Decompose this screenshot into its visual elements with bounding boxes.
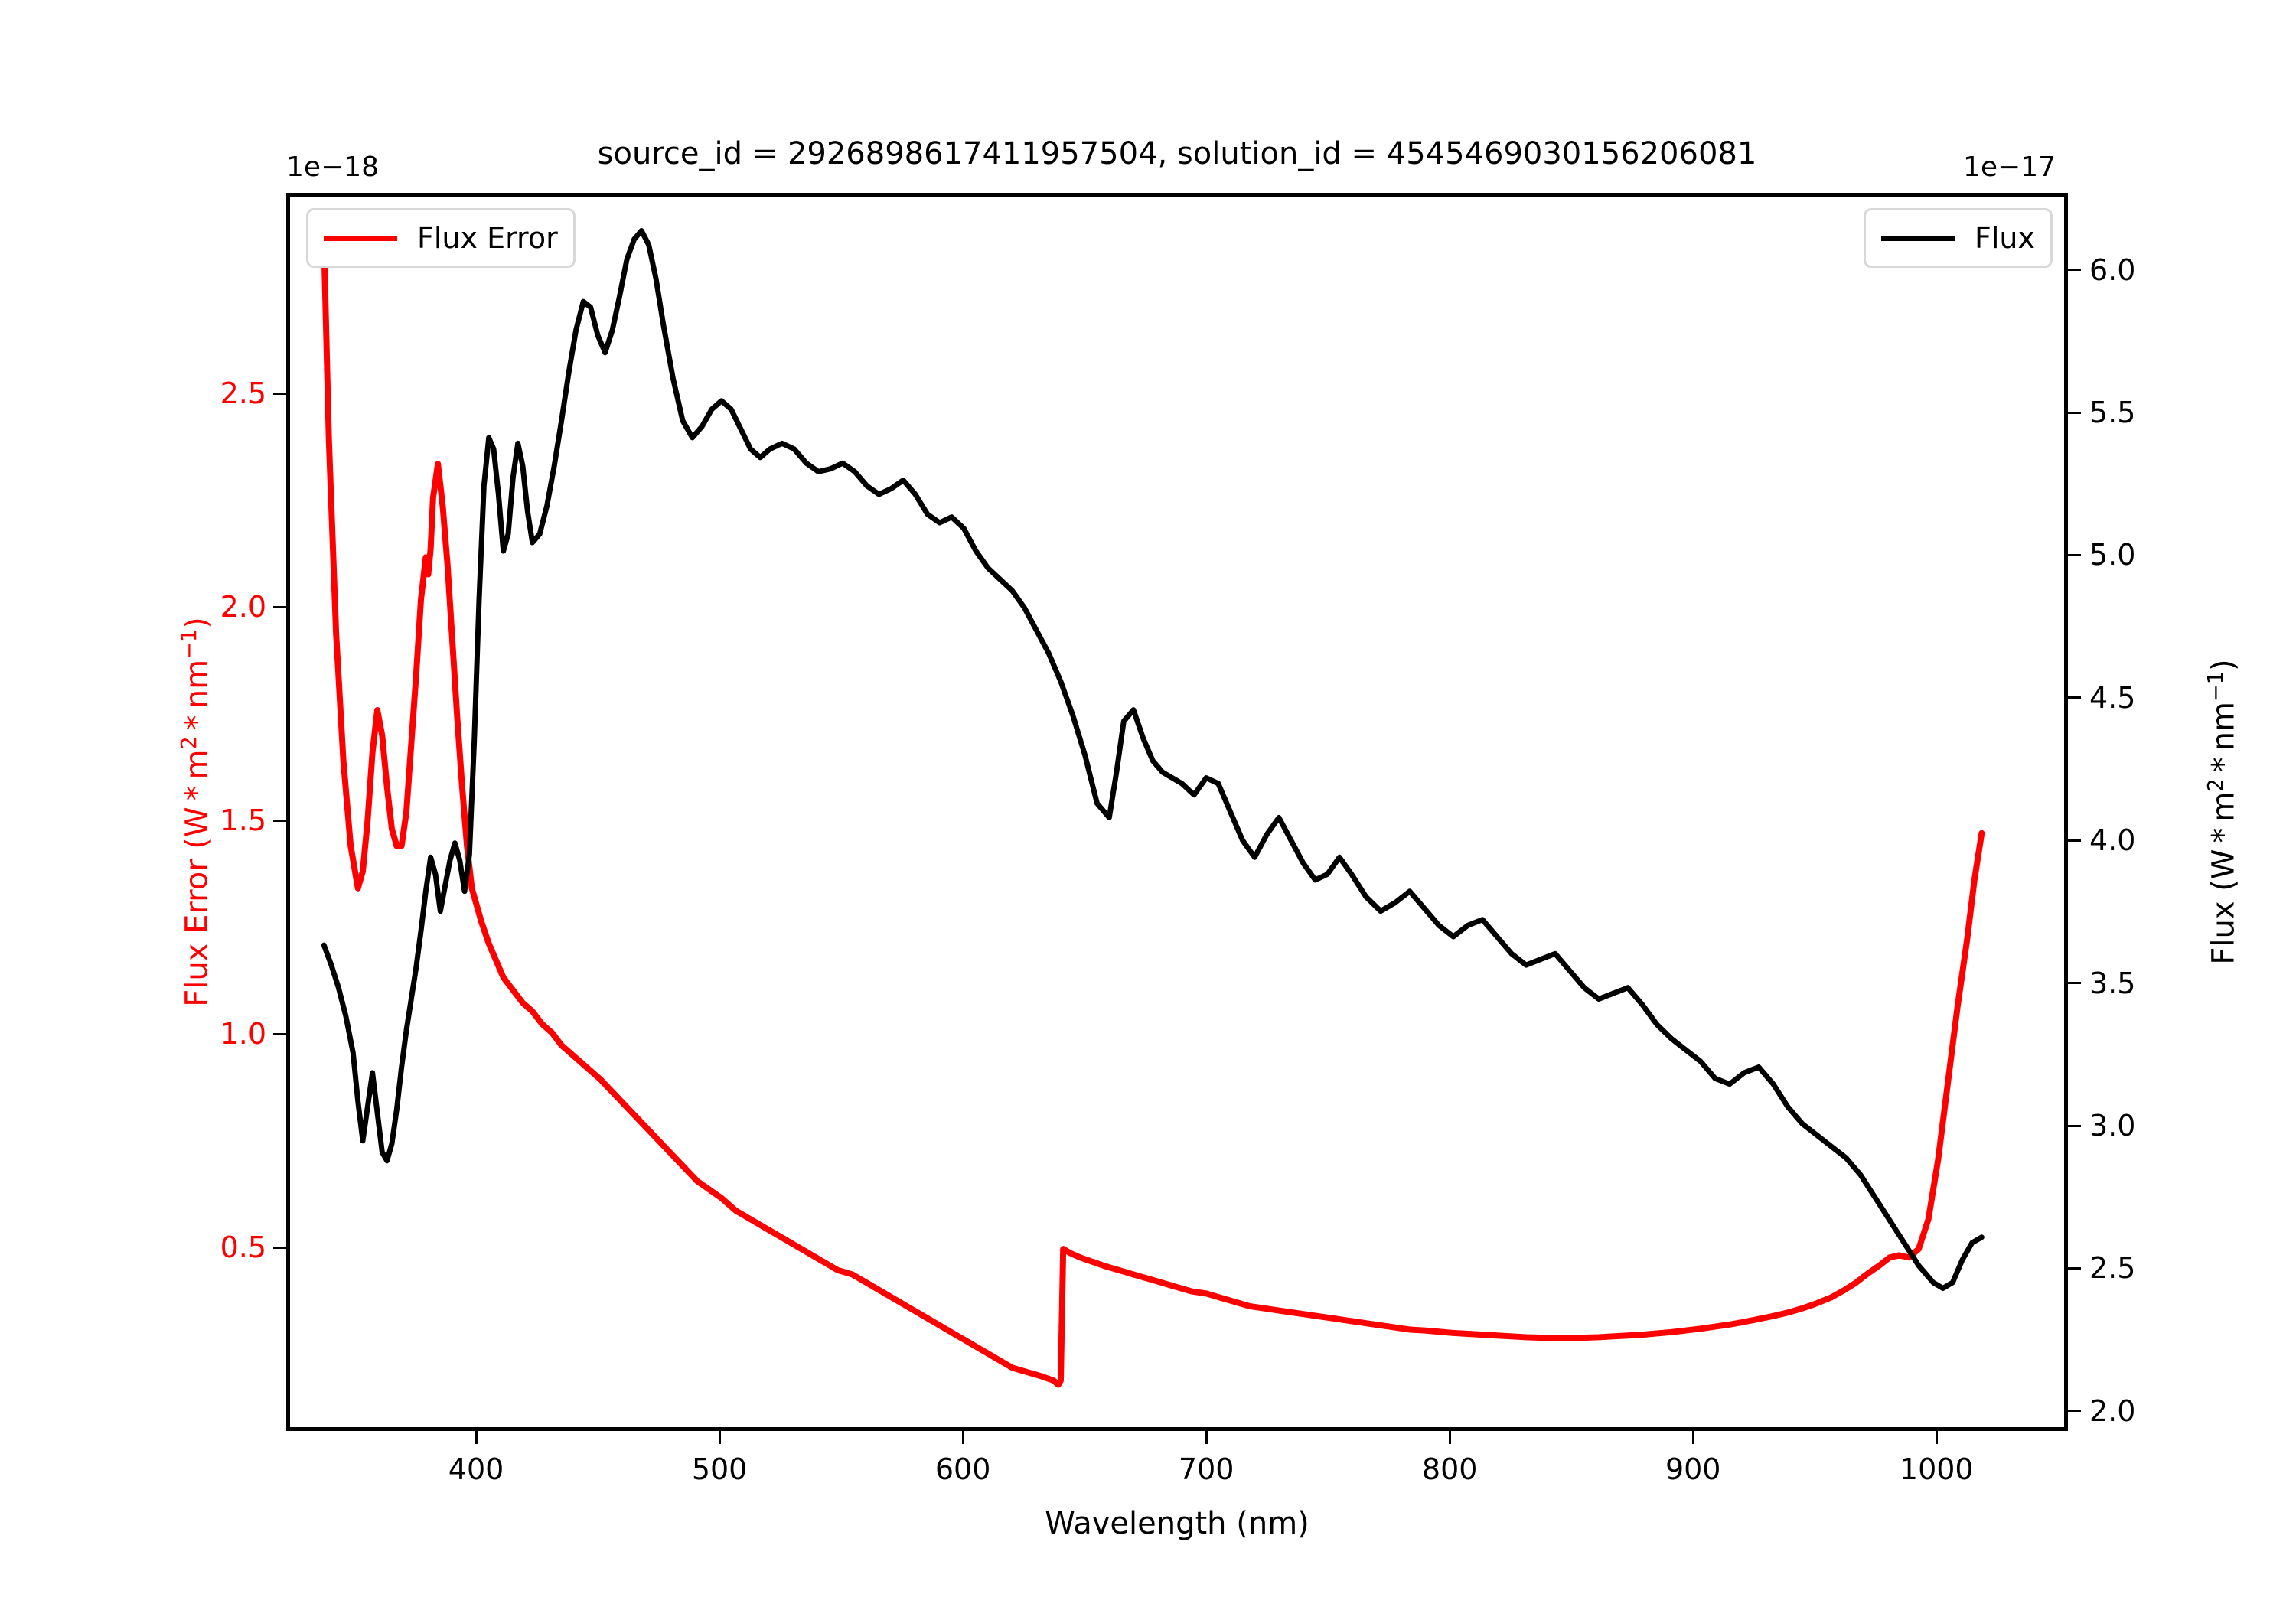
right-y-tick-3.5: [2068, 982, 2081, 985]
legend-label-flux-error: Flux Error: [417, 221, 558, 255]
right-y-ticklabel-5.5: 5.5: [2089, 396, 2136, 430]
x-ticklabel-400: 400: [448, 1452, 504, 1486]
x-ticklabel-1000: 1000: [1899, 1452, 1974, 1486]
right-axis-offset-label: 1e−17: [1963, 152, 2056, 183]
legend-line-icon-flux: [1881, 235, 1955, 241]
page-title: source_id = 2926898617411957504, solutio…: [597, 136, 1757, 171]
x-tick-1000: [1935, 1431, 1938, 1444]
x-tick-600: [961, 1431, 964, 1444]
left-y-ticklabel-1.0: 1.0: [220, 1017, 266, 1051]
x-ticklabel-700: 700: [1178, 1452, 1234, 1486]
right-y-tick-5.0: [2068, 553, 2081, 556]
left-y-tick-2.5: [273, 392, 286, 395]
x-ticklabel-900: 900: [1665, 1452, 1721, 1486]
flux-line: [321, 227, 1985, 1291]
legend-flux-error[interactable]: Flux Error: [306, 208, 576, 268]
x-tick-900: [1691, 1431, 1694, 1444]
right-y-tick-4.0: [2068, 839, 2081, 842]
right-y-ticklabel-4.0: 4.0: [2089, 823, 2136, 858]
right-y-ticklabel-3.0: 3.0: [2089, 1109, 2136, 1143]
left-y-ticklabel-1.5: 1.5: [220, 804, 266, 838]
legend-flux[interactable]: Flux: [1864, 208, 2053, 268]
x-tick-800: [1448, 1431, 1451, 1444]
right-y-tick-4.5: [2068, 696, 2081, 699]
left-y-tick-2.0: [273, 605, 286, 608]
right-y-tick-2.0: [2068, 1410, 2081, 1413]
left-y-ticklabel-2.5: 2.5: [220, 376, 266, 411]
right-y-tick-3.0: [2068, 1124, 2081, 1127]
legend-label-flux: Flux: [1975, 221, 2035, 255]
left-y-tick-1.0: [273, 1032, 286, 1035]
chart-svg: [321, 227, 1985, 1388]
legend-line-icon-flux-error: [324, 235, 397, 241]
right-y-ticklabel-3.5: 3.5: [2089, 966, 2136, 1000]
x-tick-500: [718, 1431, 721, 1444]
flux-error-line: [321, 240, 1985, 1388]
right-y-tick-6.0: [2068, 269, 2081, 272]
x-ticklabel-500: 500: [691, 1452, 748, 1486]
right-y-tick-5.5: [2068, 411, 2081, 414]
left-y-tick-0.5: [273, 1246, 286, 1249]
x-tick-700: [1205, 1431, 1208, 1444]
left-axis-offset-label: 1e−18: [286, 152, 380, 183]
left-y-ticklabel-0.5: 0.5: [220, 1231, 266, 1265]
left-y-axis-label: Flux Error (W * m2 * nm−1): [178, 617, 215, 1007]
left-y-tick-1.5: [273, 819, 286, 822]
x-ticklabel-600: 600: [934, 1452, 991, 1486]
right-y-ticklabel-6.0: 6.0: [2089, 253, 2136, 287]
plot-area: [286, 193, 2068, 1431]
x-tick-400: [475, 1431, 478, 1444]
right-y-ticklabel-4.5: 4.5: [2089, 680, 2136, 715]
right-y-tick-2.5: [2068, 1266, 2081, 1270]
right-y-ticklabel-2.5: 2.5: [2089, 1251, 2136, 1286]
x-axis-label: Wavelength (nm): [1045, 1506, 1309, 1541]
right-y-ticklabel-2.0: 2.0: [2089, 1393, 2136, 1428]
left-y-ticklabel-2.0: 2.0: [220, 590, 266, 624]
right-y-axis-label: Flux (W * m2 * nm−1): [2204, 659, 2242, 965]
right-y-ticklabel-5.0: 5.0: [2089, 538, 2136, 572]
x-ticklabel-800: 800: [1421, 1452, 1478, 1486]
